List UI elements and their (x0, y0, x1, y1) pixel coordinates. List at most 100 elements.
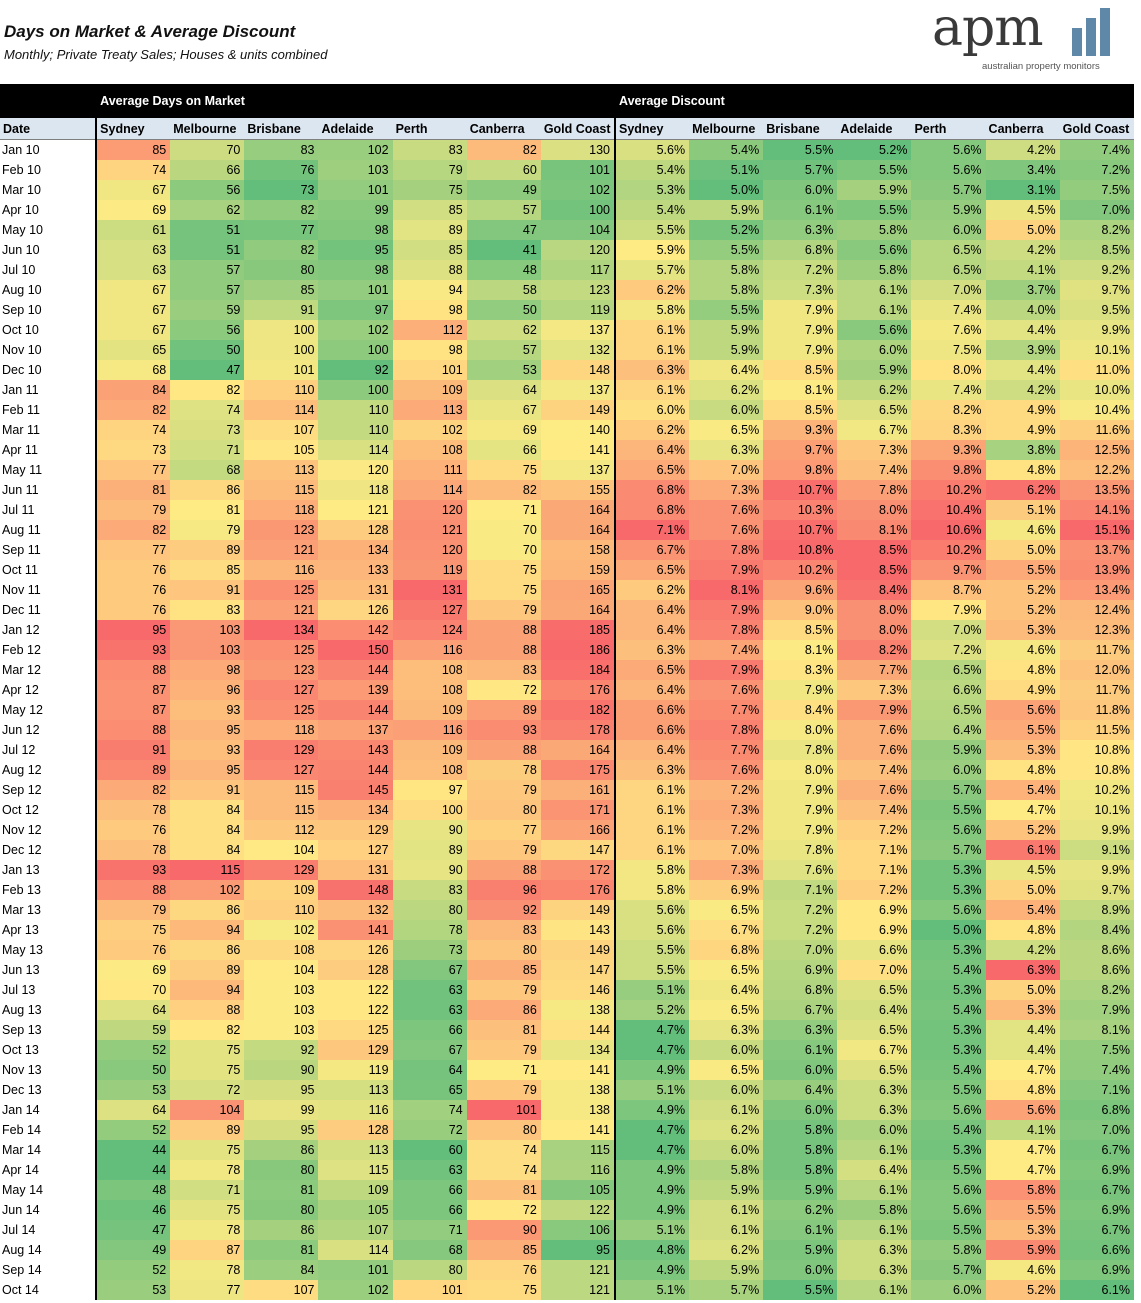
discount-cell: 5.1% (613, 1220, 690, 1240)
discount-cell: 6.8% (763, 980, 838, 1000)
discount-cell: 6.1% (837, 1180, 912, 1200)
days-cell: 112 (244, 820, 319, 840)
discount-cell: 6.7% (837, 1040, 912, 1060)
days-cell: 109 (392, 380, 467, 400)
discount-cell: 5.2% (985, 580, 1060, 600)
days-cell: 125 (318, 1020, 393, 1040)
discount-cell: 6.1% (837, 300, 912, 320)
days-cell: 101 (318, 280, 393, 300)
date-cell: Jul 10 (0, 260, 98, 280)
discount-cell: 5.6% (613, 920, 690, 940)
date-cell: Feb 10 (0, 160, 98, 180)
days-cell: 176 (540, 680, 615, 700)
days-cell: 67 (96, 320, 171, 340)
discount-cell: 11.8% (1059, 700, 1134, 720)
days-cell: 134 (540, 1040, 615, 1060)
discount-cell: 5.5% (613, 220, 690, 240)
discount-cell: 7.0% (689, 460, 764, 480)
discount-cell: 5.1% (613, 980, 690, 1000)
discount-cell: 6.0% (911, 220, 986, 240)
days-cell: 117 (540, 260, 615, 280)
days-cell: 88 (466, 620, 541, 640)
discount-cell: 7.2% (763, 260, 838, 280)
days-cell: 81 (466, 1180, 541, 1200)
discount-cell: 6.5% (689, 900, 764, 920)
discount-cell: 7.1% (763, 880, 838, 900)
days-cell: 137 (540, 320, 615, 340)
discount-cell: 4.4% (985, 1040, 1060, 1060)
days-cell: 97 (318, 300, 393, 320)
discount-cell: 6.9% (1059, 1200, 1134, 1220)
days-cell: 164 (540, 520, 615, 540)
days-cell: 72 (466, 1200, 541, 1220)
date-cell: Sep 11 (0, 540, 98, 560)
discount-cell: 7.9% (763, 800, 838, 820)
discount-cell: 5.3% (911, 860, 986, 880)
discount-cell: 12.0% (1059, 660, 1134, 680)
days-cell: 182 (540, 700, 615, 720)
days-cell: 116 (244, 560, 319, 580)
discount-cell: 7.9% (689, 600, 764, 620)
discount-cell: 5.9% (689, 1180, 764, 1200)
days-cell: 64 (392, 1060, 467, 1080)
days-cell: 91 (244, 300, 319, 320)
days-cell: 89 (170, 540, 245, 560)
days-cell: 91 (96, 740, 171, 760)
days-cell: 101 (318, 180, 393, 200)
discount-cell: 5.5% (985, 560, 1060, 580)
discount-cell: 6.5% (837, 980, 912, 1000)
table-row: Feb 12 93 103 125 150 116 88 186 6.3% 7.4% 8.1% 8.2… (0, 640, 1134, 660)
date-cell: Nov 13 (0, 1060, 98, 1080)
discount-cell: 5.3% (985, 1000, 1060, 1020)
discount-cell: 15.1% (1059, 520, 1134, 540)
discount-cell: 13.4% (1059, 580, 1134, 600)
table-row: Aug 13 64 88 103 122 63 86 138 5.2% 6.5% 6.7% 6.4% 5… (0, 1000, 1134, 1020)
discount-cell: 6.5% (689, 960, 764, 980)
days-cell: 176 (540, 880, 615, 900)
discount-cell: 7.9% (763, 300, 838, 320)
discount-cell: 8.5% (837, 540, 912, 560)
days-cell: 107 (318, 1220, 393, 1240)
days-cell: 72 (170, 1080, 245, 1100)
days-cell: 47 (466, 220, 541, 240)
days-cell: 80 (392, 1260, 467, 1280)
discount-cell: 6.0% (911, 1280, 986, 1300)
days-cell: 72 (466, 680, 541, 700)
discount-cell: 7.1% (1059, 1080, 1134, 1100)
discount-cell: 5.5% (985, 720, 1060, 740)
days-cell: 64 (96, 1100, 171, 1120)
discount-cell: 9.7% (1059, 880, 1134, 900)
days-cell: 68 (170, 460, 245, 480)
discount-cell: 5.9% (689, 200, 764, 220)
days-cell: 75 (170, 1140, 245, 1160)
days-cell: 63 (392, 1000, 467, 1020)
discount-cell: 6.3% (613, 360, 690, 380)
discount-cell: 6.1% (613, 820, 690, 840)
discount-cell: 5.6% (613, 139, 690, 160)
discount-cell: 5.3% (911, 1040, 986, 1060)
discount-cell: 10.4% (1059, 400, 1134, 420)
table-row: Dec 12 78 84 104 127 89 79 147 6.1% 7.0% 7.8% 7.1% 5… (0, 840, 1134, 860)
discount-cell: 5.4% (985, 780, 1060, 800)
days-cell: 49 (96, 1240, 171, 1260)
discount-cell: 10.6% (911, 520, 986, 540)
discount-cell: 10.2% (1059, 780, 1134, 800)
date-cell: Dec 12 (0, 840, 98, 860)
discount-cell: 5.2% (985, 820, 1060, 840)
discount-cell: 6.5% (613, 460, 690, 480)
days-cell: 104 (170, 1100, 245, 1120)
days-cell: 57 (466, 340, 541, 360)
days-cell: 52 (96, 1260, 171, 1280)
days-cell: 51 (170, 240, 245, 260)
days-cell: 185 (540, 620, 615, 640)
discount-cell: 6.2% (613, 420, 690, 440)
days-cell: 79 (96, 500, 171, 520)
discount-cell: 4.8% (985, 1080, 1060, 1100)
days-cell: 125 (244, 580, 319, 600)
discount-cell: 9.7% (1059, 280, 1134, 300)
discount-cell: 7.1% (837, 860, 912, 880)
discount-cell: 5.1% (613, 1280, 690, 1300)
discount-cell: 3.7% (985, 280, 1060, 300)
date-cell: Mar 13 (0, 900, 98, 920)
days-cell: 164 (540, 600, 615, 620)
